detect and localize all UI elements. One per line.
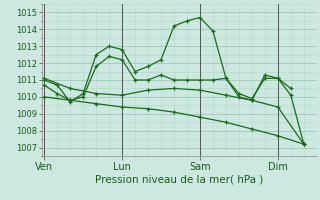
X-axis label: Pression niveau de la mer( hPa ): Pression niveau de la mer( hPa ) [95, 174, 263, 184]
